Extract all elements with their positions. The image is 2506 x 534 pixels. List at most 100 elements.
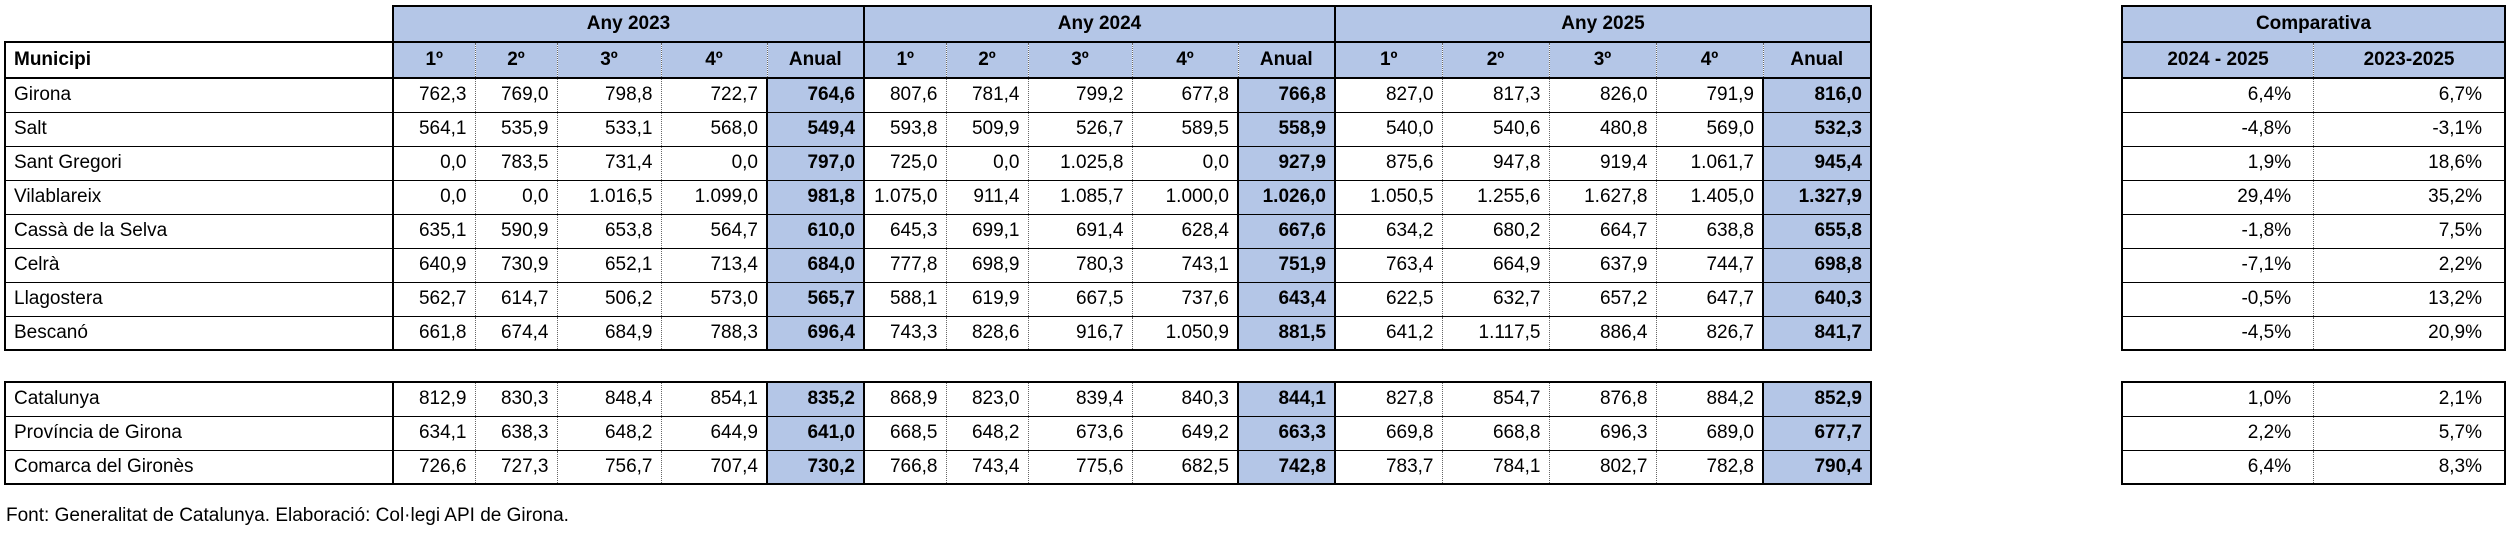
quarter-value-cell: 731,4 xyxy=(556,146,662,181)
quarter-value-cell: 1.085,7 xyxy=(1027,180,1133,215)
table-row: 2,2% 5,7% xyxy=(2121,416,2506,451)
pct-change-cell: -7,1% xyxy=(2121,248,2315,283)
quarter-value-cell: 664,7 xyxy=(1548,214,1657,249)
quarter-value-cell: 777,8 xyxy=(863,248,947,283)
table-row: Cassà de la Selva 635,1 590,9 653,8 564,7 610… xyxy=(4,214,1872,249)
annual-value-cell: 742,8 xyxy=(1237,450,1336,485)
row-label: Comarca del Gironès xyxy=(4,450,394,485)
quarter-column-header: 2º xyxy=(474,41,558,79)
annual-value-cell: 816,0 xyxy=(1762,77,1872,113)
price-table: Any 2023 Any 2024 Any 2025 Municipi 1º 2º… xyxy=(4,5,1872,485)
quarter-value-cell: 653,8 xyxy=(556,214,662,249)
quarter-value-cell: 667,5 xyxy=(1027,282,1133,317)
quarter-value-cell: 535,9 xyxy=(474,112,558,147)
quarter-value-cell: 590,9 xyxy=(474,214,558,249)
quarter-value-cell: 848,4 xyxy=(556,381,662,417)
annual-value-cell: 655,8 xyxy=(1762,214,1872,249)
quarter-column-header: 2º xyxy=(945,41,1029,79)
quarter-value-cell: 911,4 xyxy=(945,180,1029,215)
annual-value-cell: 852,9 xyxy=(1762,381,1872,417)
table-row: Girona 762,3 769,0 798,8 722,7 764,6 807,6 781,… xyxy=(4,77,1872,113)
quarter-value-cell: 0,0 xyxy=(1131,146,1239,181)
annual-value-cell: 663,3 xyxy=(1237,416,1336,451)
annual-column-header: Anual xyxy=(1237,41,1336,79)
spacer xyxy=(2122,350,2505,382)
quarter-value-cell: 886,4 xyxy=(1548,316,1657,351)
row-label: Cassà de la Selva xyxy=(4,214,394,249)
annual-value-cell: 641,0 xyxy=(766,416,865,451)
quarter-value-cell: 840,3 xyxy=(1131,381,1239,417)
quarter-value-cell: 682,5 xyxy=(1131,450,1239,485)
quarter-value-cell: 637,9 xyxy=(1548,248,1657,283)
year-header-row: Any 2023 Any 2024 Any 2025 xyxy=(5,5,1872,43)
quarter-value-cell: 641,2 xyxy=(1334,316,1443,351)
quarter-value-cell: 644,9 xyxy=(660,416,768,451)
annual-column-header: Anual xyxy=(1762,41,1872,79)
quarter-value-cell: 628,4 xyxy=(1131,214,1239,249)
quarter-value-cell: 0,0 xyxy=(392,180,476,215)
row-label: Llagostera xyxy=(4,282,394,317)
annual-value-cell: 766,8 xyxy=(1237,77,1336,113)
quarter-column-header: 1º xyxy=(1334,41,1443,79)
quarter-value-cell: 647,7 xyxy=(1655,282,1764,317)
pct-change-cell: 35,2% xyxy=(2313,180,2506,215)
pct-change-cell: 7,5% xyxy=(2313,214,2506,249)
quarter-value-cell: 526,7 xyxy=(1027,112,1133,147)
pct-change-cell: 13,2% xyxy=(2313,282,2506,317)
quarter-value-cell: 1.627,8 xyxy=(1548,180,1657,215)
quarter-column-header: 4º xyxy=(1131,41,1239,79)
quarter-value-cell: 802,7 xyxy=(1548,450,1657,485)
quarter-value-cell: 744,7 xyxy=(1655,248,1764,283)
pct-change-cell: -4,8% xyxy=(2121,112,2315,147)
table-row: Comarca del Gironès 726,6 727,3 756,7 707,4 7… xyxy=(4,450,1872,485)
table-row: Sant Gregori 0,0 783,5 731,4 0,0 797,0 725,0 0,… xyxy=(4,146,1872,181)
table-row: -0,5% 13,2% xyxy=(2121,282,2506,317)
table-row: 1,0% 2,1% xyxy=(2121,381,2506,417)
annual-value-cell: 640,3 xyxy=(1762,282,1872,317)
quarter-value-cell: 562,7 xyxy=(392,282,476,317)
quarter-value-cell: 564,1 xyxy=(392,112,476,147)
annual-value-cell: 677,7 xyxy=(1762,416,1872,451)
quarter-column-header: 1º xyxy=(392,41,476,79)
pct-change-cell: 6,7% xyxy=(2313,77,2506,113)
quarter-value-cell: 564,7 xyxy=(660,214,768,249)
quarter-value-cell: 730,9 xyxy=(474,248,558,283)
pct-change-cell: 1,9% xyxy=(2121,146,2315,181)
annual-value-cell: 835,2 xyxy=(766,381,865,417)
quarter-value-cell: 782,8 xyxy=(1655,450,1764,485)
quarter-value-cell: 1.000,0 xyxy=(1131,180,1239,215)
pct-change-cell: 1,0% xyxy=(2121,381,2315,417)
pct-change-cell: 2,2% xyxy=(2313,248,2506,283)
quarter-value-cell: 713,4 xyxy=(660,248,768,283)
quarter-value-cell: 533,1 xyxy=(556,112,662,147)
annual-value-cell: 797,0 xyxy=(766,146,865,181)
quarter-value-cell: 480,8 xyxy=(1548,112,1657,147)
row-label: Sant Gregori xyxy=(4,146,394,181)
quarter-value-cell: 875,6 xyxy=(1334,146,1443,181)
quarter-value-cell: 919,4 xyxy=(1548,146,1657,181)
quarter-value-cell: 830,3 xyxy=(474,381,558,417)
annual-value-cell: 981,8 xyxy=(766,180,865,215)
table-row: Bescanó 661,8 674,4 684,9 788,3 696,4 743,3 828… xyxy=(4,316,1872,351)
table-row: -4,8% -3,1% xyxy=(2121,112,2506,147)
quarter-value-cell: 652,1 xyxy=(556,248,662,283)
row-label: Salt xyxy=(4,112,394,147)
annual-value-cell: 927,9 xyxy=(1237,146,1336,181)
year-header: Any 2023 xyxy=(392,5,865,43)
quarter-value-cell: 763,4 xyxy=(1334,248,1443,283)
quarter-value-cell: 640,9 xyxy=(392,248,476,283)
annual-value-cell: 532,3 xyxy=(1762,112,1872,147)
quarter-value-cell: 807,6 xyxy=(863,77,947,113)
pct-change-cell: 8,3% xyxy=(2313,450,2506,485)
quarter-value-cell: 854,1 xyxy=(660,381,768,417)
quarter-value-cell: 947,8 xyxy=(1441,146,1550,181)
quarter-value-cell: 698,9 xyxy=(945,248,1029,283)
quarter-value-cell: 781,4 xyxy=(945,77,1029,113)
annual-value-cell: 790,4 xyxy=(1762,450,1872,485)
quarter-value-cell: 674,4 xyxy=(474,316,558,351)
annual-value-cell: 844,1 xyxy=(1237,381,1336,417)
pct-change-cell: -0,5% xyxy=(2121,282,2315,317)
pct-change-cell: 5,7% xyxy=(2313,416,2506,451)
annual-value-cell: 549,4 xyxy=(766,112,865,147)
quarter-value-cell: 1.016,5 xyxy=(556,180,662,215)
